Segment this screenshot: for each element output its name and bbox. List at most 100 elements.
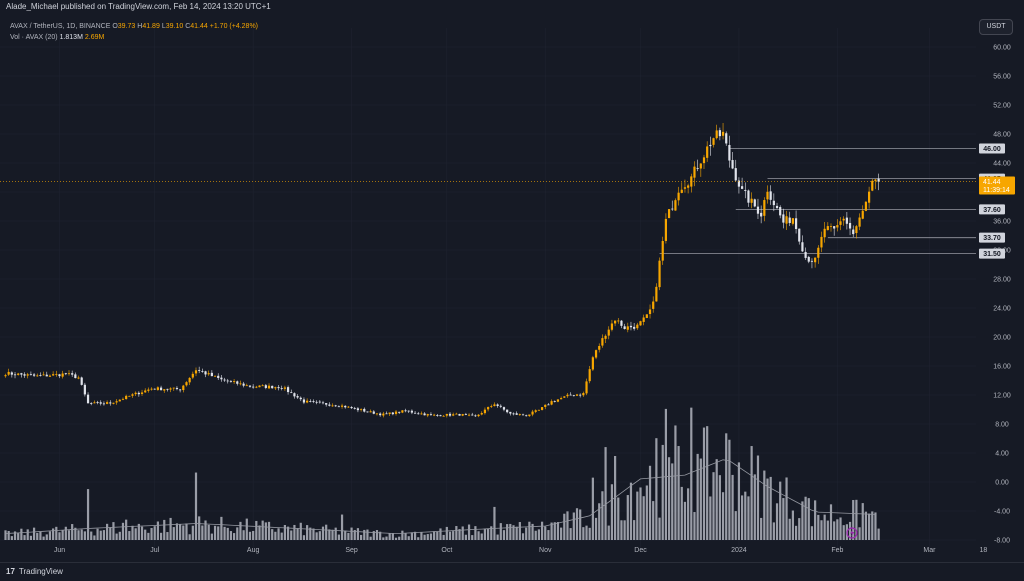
ohlc-row: AVAX / TetherUS, 1D, BINANCE O39.73 H41.… <box>10 21 258 32</box>
volume-bar <box>220 516 223 540</box>
volume-bar <box>769 476 772 540</box>
candle-body <box>439 415 442 417</box>
time-axis[interactable]: Jun Jul Aug Sep Oct Nov Dec 2024 Feb Mar 18 <box>54 547 988 554</box>
price-tick-label: 44.00 <box>993 161 1011 168</box>
volume-bar <box>474 526 477 540</box>
volume-bar <box>579 509 582 540</box>
volume-bar <box>80 529 83 540</box>
volume-bar <box>721 492 725 540</box>
candle-body <box>433 414 436 416</box>
volume-bar <box>182 525 185 540</box>
candle-body <box>10 372 13 375</box>
candle-body <box>591 357 594 370</box>
candle-body <box>474 415 477 417</box>
currency-button[interactable]: USDT <box>979 19 1013 35</box>
volume-bar <box>794 525 798 540</box>
candle-body <box>188 377 191 383</box>
volume-bar <box>261 520 264 540</box>
volume-bar <box>347 532 350 540</box>
candle-body <box>166 388 169 390</box>
low-label: L <box>161 23 166 30</box>
candle-body <box>877 178 880 182</box>
price-label-box <box>979 232 1005 243</box>
candle-body <box>639 321 642 326</box>
candle-body <box>4 375 7 377</box>
volume-bar <box>112 522 115 540</box>
time-tick-label: Nov <box>539 547 552 554</box>
low-value: 39.10 <box>165 23 184 30</box>
volume-bar <box>734 511 737 540</box>
tradingview-brand[interactable]: 17 TradingView <box>6 567 63 576</box>
volume-bar <box>315 532 318 540</box>
candle-body <box>855 226 858 234</box>
volume-bar <box>572 512 575 540</box>
volume-bar <box>340 514 344 540</box>
volume-bar <box>109 527 112 540</box>
volume-bar <box>331 529 334 540</box>
lightning-icon[interactable] <box>846 527 858 539</box>
volume-bar <box>299 522 302 540</box>
candle-body <box>858 217 861 227</box>
price-axis[interactable]: 60.0056.0052.0048.0044.0040.0036.0032.00… <box>976 14 1024 548</box>
volume-bar <box>594 517 598 540</box>
volume-bar <box>55 526 58 540</box>
candle-body <box>747 190 750 203</box>
candle-body <box>753 199 756 207</box>
volume-bar <box>32 527 36 540</box>
volume-bar <box>407 536 410 540</box>
symbol-info[interactable]: AVAX / TetherUS, 1D, BINANCE <box>10 23 111 30</box>
time-tick-label: Sep <box>345 547 358 554</box>
volume-bar <box>709 496 712 540</box>
volume-bar <box>271 529 274 540</box>
candle-body <box>848 222 852 229</box>
volume-bar <box>674 425 677 540</box>
candle-body <box>528 414 531 417</box>
volume-bar <box>369 536 372 540</box>
volume-bar <box>201 525 204 540</box>
event-marker[interactable] <box>846 527 858 539</box>
candle-body <box>648 309 652 315</box>
volume-bar <box>633 520 636 540</box>
candle-body <box>109 402 112 404</box>
candle-body <box>556 399 560 402</box>
candle-body <box>286 387 290 393</box>
candle-body <box>569 394 572 396</box>
candle-body <box>271 385 274 389</box>
volume-bar <box>461 526 464 540</box>
candle-body <box>71 373 74 375</box>
volume-bar <box>45 534 48 540</box>
candle-body <box>493 404 496 407</box>
volume-bar <box>204 520 207 540</box>
volume-bar <box>534 530 537 540</box>
candle-body <box>833 226 836 229</box>
time-tick-label: Dec <box>634 547 647 554</box>
price-tick-label: 0.00 <box>995 480 1009 487</box>
candle-body <box>32 374 36 376</box>
candle-body <box>118 399 121 402</box>
candle-body <box>156 387 159 390</box>
candle-body <box>210 372 213 377</box>
candle-body <box>309 401 312 402</box>
volume-bar <box>245 518 248 540</box>
candle-body <box>147 389 150 391</box>
price-axis-background <box>976 14 1024 548</box>
volume-bar <box>852 500 855 540</box>
candle-body <box>144 390 147 393</box>
volume-bar <box>848 521 852 540</box>
candle-body <box>340 405 344 407</box>
volume-bar <box>140 526 144 540</box>
candle-body <box>779 207 782 216</box>
volume-bar <box>337 534 340 540</box>
candle-body <box>614 320 617 324</box>
last-price-label: 41.44 11:39:14 <box>979 176 1015 195</box>
volume-label[interactable]: Vol · AVAX (20) <box>10 34 58 41</box>
volume-bar <box>436 531 439 540</box>
volume-bar <box>810 526 814 540</box>
volume-bar <box>839 517 842 540</box>
volume-bar <box>96 528 99 540</box>
volume-bar <box>833 521 836 540</box>
volume-bar <box>661 444 664 540</box>
volume-bar <box>264 522 267 540</box>
volume-bar <box>712 472 715 540</box>
